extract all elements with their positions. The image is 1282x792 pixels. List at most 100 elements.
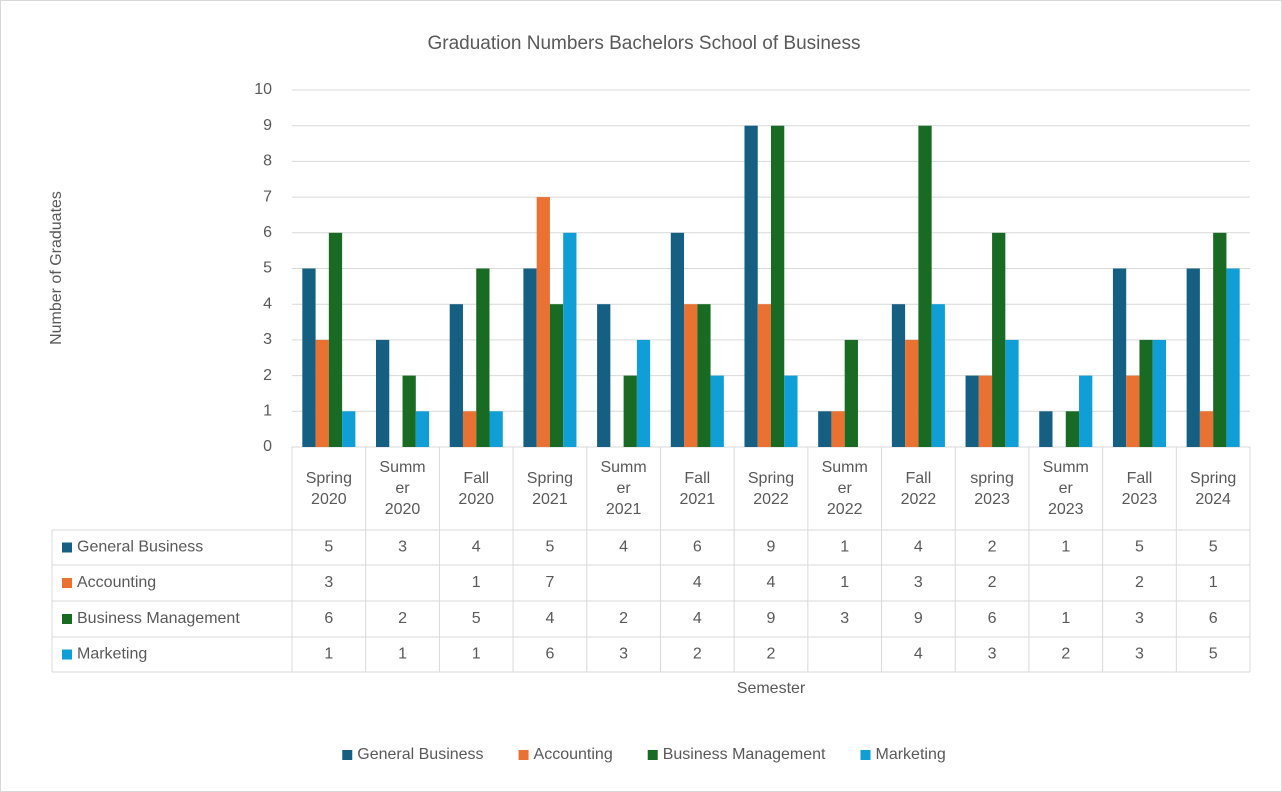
x-tick-label: Fall 2023 xyxy=(1121,469,1158,508)
table-value: 1 xyxy=(840,574,849,591)
table-value: 2 xyxy=(693,646,702,663)
bar xyxy=(710,375,724,447)
bar xyxy=(1226,268,1240,447)
legend-swatch xyxy=(62,614,72,624)
legend-swatch xyxy=(518,750,529,760)
legend-label: Marketing xyxy=(875,746,945,763)
bar xyxy=(1152,339,1166,447)
bar xyxy=(523,268,537,447)
table-value: 2 xyxy=(619,610,628,627)
table-value: 4 xyxy=(472,539,481,556)
bar xyxy=(978,375,993,447)
bar xyxy=(1039,411,1053,447)
table-value: 5 xyxy=(1135,539,1144,556)
table-value: 5 xyxy=(1209,646,1218,663)
table-value: 4 xyxy=(619,539,628,556)
y-axis-title: Number of Graduates xyxy=(48,191,65,345)
bar xyxy=(489,411,503,447)
bar xyxy=(844,339,858,447)
x-tick-label: Summer 2022 xyxy=(821,459,868,518)
bar xyxy=(1079,375,1093,447)
bar xyxy=(744,125,758,447)
bar xyxy=(415,411,430,447)
table-value: 6 xyxy=(1209,610,1218,627)
bar xyxy=(831,411,845,447)
x-tick-label: Fall 2020 xyxy=(458,469,495,508)
table-value: 5 xyxy=(545,539,554,556)
bar xyxy=(891,304,906,447)
x-tick-label: spring 2023 xyxy=(970,469,1014,508)
x-tick-label: Fall 2021 xyxy=(679,469,716,508)
legend-label: General Business xyxy=(357,746,483,763)
table-value: 9 xyxy=(767,610,776,627)
table-value: 2 xyxy=(398,610,407,627)
bar xyxy=(376,339,390,447)
bar xyxy=(931,304,945,447)
table-value: 1 xyxy=(472,646,481,663)
bar xyxy=(549,304,564,447)
bar xyxy=(1065,411,1080,447)
bar xyxy=(1139,339,1153,447)
bar xyxy=(784,375,798,447)
table-value: 3 xyxy=(398,539,407,556)
table-row-label: Business Management xyxy=(77,610,240,627)
table-value: 5 xyxy=(472,610,481,627)
legend-swatch xyxy=(647,750,658,760)
table-value: 6 xyxy=(988,610,997,627)
table-row-label: Marketing xyxy=(77,646,147,663)
table-value: 3 xyxy=(619,646,628,663)
table-value: 2 xyxy=(988,539,997,556)
y-tick-label: 9 xyxy=(263,117,272,134)
table-value: 9 xyxy=(914,610,923,627)
bar xyxy=(315,339,329,447)
y-tick-label: 7 xyxy=(263,188,272,205)
table-value: 1 xyxy=(840,539,849,556)
table-value: 1 xyxy=(1209,574,1218,591)
y-tick-label: 8 xyxy=(263,153,272,170)
legend-label: Accounting xyxy=(534,746,613,763)
bar xyxy=(342,411,356,447)
x-tick-label: Fall 2022 xyxy=(900,469,937,508)
bar xyxy=(449,304,463,447)
table-value: 7 xyxy=(545,574,554,591)
table-value: 1 xyxy=(472,574,481,591)
table-value: 2 xyxy=(1061,646,1070,663)
bar xyxy=(402,375,416,447)
legend-swatch xyxy=(62,578,72,588)
legend-swatch xyxy=(342,750,353,760)
bar xyxy=(302,268,316,447)
table-value: 4 xyxy=(693,610,702,627)
table-value: 1 xyxy=(1061,610,1070,627)
table-value: 5 xyxy=(324,539,333,556)
bar xyxy=(563,232,577,447)
table-value: 6 xyxy=(693,539,702,556)
legend-swatch xyxy=(62,542,72,553)
x-tick-label: Summer 2023 xyxy=(1042,459,1089,518)
table-value: 6 xyxy=(545,646,554,663)
table-value: 6 xyxy=(324,610,333,627)
bar xyxy=(1005,339,1019,447)
bar xyxy=(771,125,785,447)
table-value: 4 xyxy=(693,574,702,591)
bar xyxy=(462,411,477,447)
bar xyxy=(328,232,343,447)
y-tick-label: 0 xyxy=(263,438,272,455)
table-value: 1 xyxy=(1061,539,1070,556)
x-tick-label: Spring 2021 xyxy=(526,469,574,508)
legend-label: Business Management xyxy=(663,746,826,763)
table-value: 1 xyxy=(398,646,407,663)
table-value: 5 xyxy=(1209,539,1218,556)
table-value: 3 xyxy=(324,574,333,591)
y-tick-label: 1 xyxy=(263,403,272,420)
chart-title: Graduation Numbers Bachelors School of B… xyxy=(427,33,860,54)
bar xyxy=(670,232,685,447)
bar xyxy=(476,268,490,447)
x-axis-title: Semester xyxy=(737,680,806,697)
bar xyxy=(623,375,637,447)
bar xyxy=(757,304,771,447)
bar xyxy=(918,125,932,447)
table-value: 2 xyxy=(1135,574,1144,591)
bar xyxy=(636,339,651,447)
y-tick-label: 6 xyxy=(263,224,272,241)
table-value: 3 xyxy=(914,574,923,591)
